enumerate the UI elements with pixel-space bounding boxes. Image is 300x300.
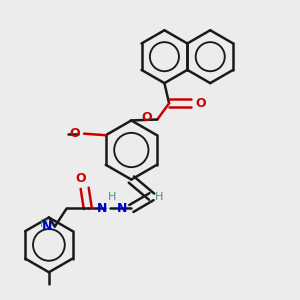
Text: H: H [155, 192, 164, 202]
Text: O: O [195, 97, 206, 110]
Text: H: H [108, 192, 116, 202]
Text: N: N [42, 220, 52, 233]
Text: N: N [97, 202, 107, 215]
Text: O: O [142, 112, 152, 124]
Text: O: O [69, 127, 80, 140]
Text: H: H [40, 219, 48, 229]
Text: N: N [117, 202, 128, 215]
Text: O: O [75, 172, 86, 184]
